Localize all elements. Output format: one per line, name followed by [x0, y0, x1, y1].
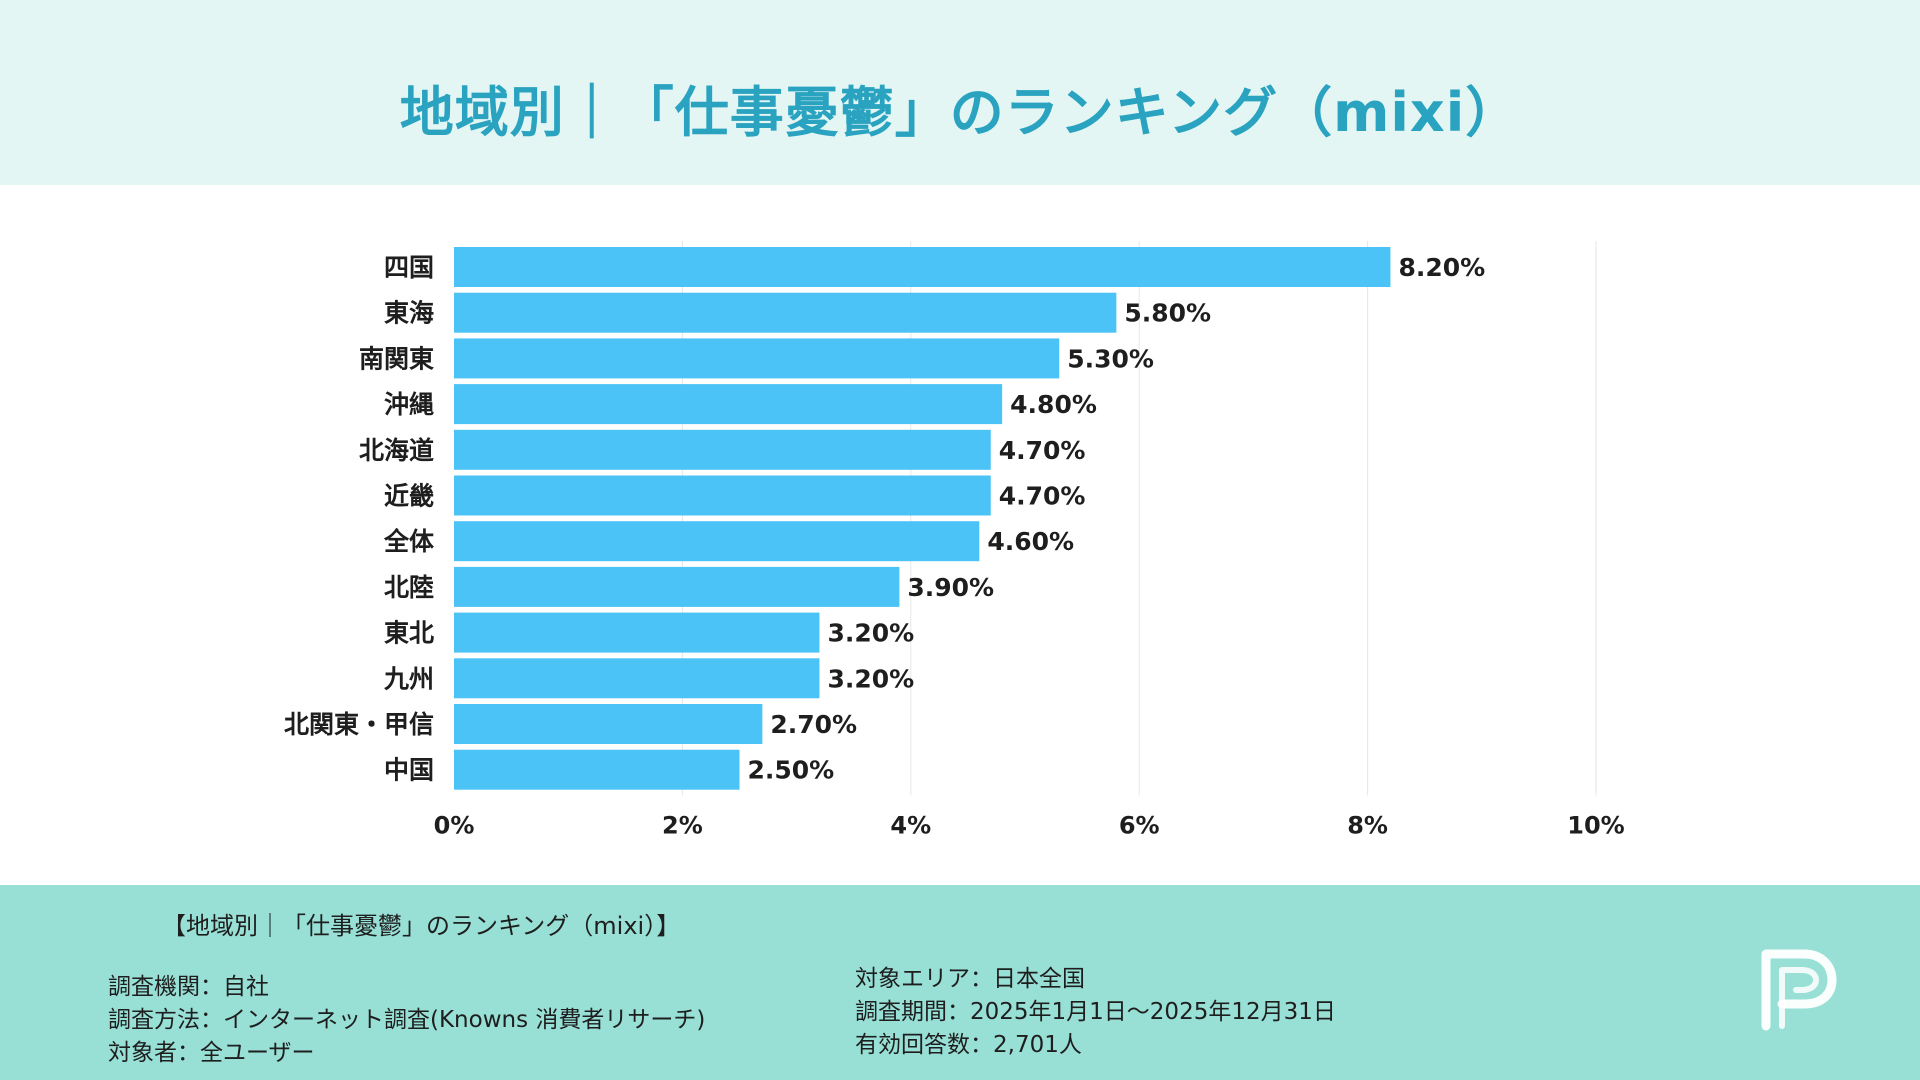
value-label: 5.30%	[1067, 344, 1154, 373]
value-label: 4.80%	[1010, 390, 1097, 419]
survey-organization: 調査機関：自社	[108, 974, 269, 1000]
value-label: 2.50%	[748, 756, 835, 785]
bar	[454, 704, 763, 744]
value-label: 3.20%	[827, 619, 914, 648]
category-label: 北陸	[384, 573, 434, 602]
x-tick-label: 10%	[1567, 811, 1624, 839]
survey-period: 調査期間：2025年1月1日〜2025年12月31日	[855, 999, 1336, 1025]
bar	[454, 292, 1117, 333]
value-label: 2.70%	[770, 710, 857, 739]
category-label: 沖縄	[384, 390, 434, 419]
bar	[454, 475, 991, 516]
bar	[454, 429, 991, 470]
category-label: 北関東・甲信	[284, 710, 434, 739]
footer-band: 【地域別｜「仕事憂鬱」のランキング（mixi）】 調査機関：自社 調査方法：イン…	[0, 885, 1920, 1080]
bar	[454, 247, 1391, 287]
category-label: 全体	[383, 527, 435, 556]
bar-layer	[454, 247, 1391, 790]
bar	[454, 338, 1060, 379]
category-label: 四国	[384, 253, 434, 282]
x-tick-label: 8%	[1347, 811, 1388, 839]
survey-info-right: 対象エリア：日本全国 調査期間：2025年1月1日〜2025年12月31日 有効…	[855, 963, 1336, 1062]
value-label: 8.20%	[1398, 253, 1485, 282]
x-tick-label: 4%	[890, 811, 931, 839]
footer-title: 【地域別｜「仕事憂鬱」のランキング（mixi）】	[162, 912, 681, 940]
value-label: 3.90%	[907, 573, 994, 602]
bar	[454, 566, 900, 607]
value-label: 4.70%	[999, 482, 1086, 511]
value-label: 3.20%	[827, 664, 914, 693]
category-label: 近畿	[384, 482, 434, 511]
bar	[454, 749, 740, 790]
bar	[454, 658, 820, 699]
x-tick-layer: 0% 2% 4% 6% 8% 10%	[434, 811, 1625, 839]
grid-layer	[681, 241, 1597, 796]
p-logo-icon	[1761, 949, 1837, 1031]
category-label: 南関東	[359, 344, 434, 373]
survey-info-left: 調査機関：自社 調査方法：インターネット調査(Knowns 消費者リサーチ) 対…	[108, 971, 705, 1070]
survey-method: 調査方法：インターネット調査(Knowns 消費者リサーチ)	[108, 1007, 706, 1033]
category-label: 東海	[384, 299, 434, 328]
x-tick-label: 0%	[434, 811, 475, 839]
category-label: 九州	[383, 664, 434, 693]
category-label: 中国	[384, 756, 434, 785]
x-tick-label: 6%	[1119, 811, 1160, 839]
bar	[454, 612, 820, 653]
x-tick-label: 2%	[662, 811, 703, 839]
chart-title: 地域別｜「仕事憂鬱」のランキング（mixi）	[399, 81, 1521, 144]
value-label-layer: 8.20% 5.80% 5.30% 4.80% 4.70% 4.70% 4.60% 3.90%…	[748, 253, 1486, 785]
survey-area: 対象エリア：日本全国	[855, 966, 1085, 992]
survey-target: 対象者：全ユーザー	[108, 1040, 315, 1066]
value-label: 4.70%	[999, 436, 1086, 465]
survey-responses: 有効回答数：2,701人	[855, 1032, 1082, 1058]
category-label: 東北	[384, 619, 434, 648]
header-band: 地域別｜「仕事憂鬱」のランキング（mixi）	[0, 0, 1920, 185]
value-label: 4.60%	[987, 527, 1074, 556]
value-label: 5.80%	[1124, 299, 1211, 328]
bar	[454, 384, 1003, 425]
category-label: 北海道	[359, 436, 434, 465]
bar-chart: 四国東海南関東沖縄北海道近畿全体北陸東北九州北関東・甲信中国 8.20% 5.80…	[0, 185, 1920, 885]
bar	[454, 521, 980, 562]
